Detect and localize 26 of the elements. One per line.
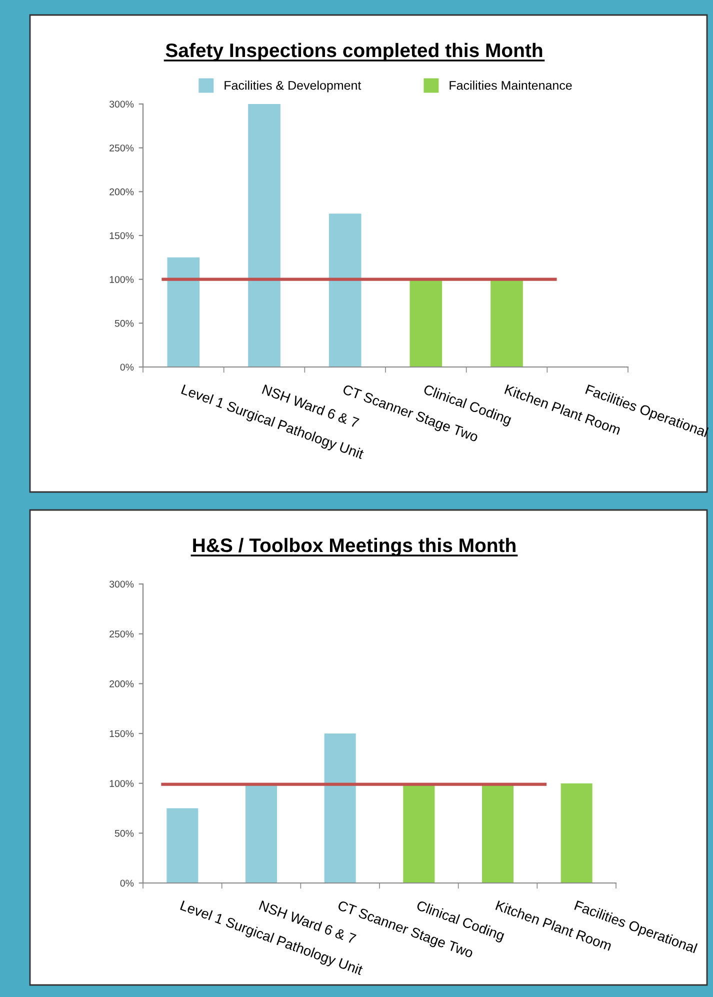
bar xyxy=(328,214,362,367)
y-tick-label: 150% xyxy=(110,232,134,240)
y-tick-label: 50% xyxy=(114,320,134,327)
y-tick-label: 50% xyxy=(114,830,134,837)
legend-label: Facilities Maintenance xyxy=(450,80,572,90)
y-tick-label: 200% xyxy=(110,680,134,688)
y-tick-label: 0% xyxy=(120,364,134,371)
y-tick-label: 300% xyxy=(109,100,134,108)
bar xyxy=(167,257,200,367)
legend-label: Facilities & Development xyxy=(224,80,362,92)
bar xyxy=(560,783,592,883)
y-tick-label: 100% xyxy=(110,780,134,787)
bar xyxy=(248,104,280,367)
chart-title: Safety Inspections completed this Month xyxy=(166,42,542,62)
y-tick-label: 300% xyxy=(109,580,134,588)
chart-title: H&S / Toolbox Meetings this Month xyxy=(193,538,516,556)
bar xyxy=(166,808,198,883)
bar xyxy=(410,279,442,367)
y-tick-label: 150% xyxy=(110,730,134,738)
bar xyxy=(324,734,356,883)
y-tick-label: 200% xyxy=(110,188,134,196)
y-tick-label: 100% xyxy=(110,276,134,283)
y-tick-label: 250% xyxy=(110,630,134,638)
y-tick-label: 250% xyxy=(110,144,134,152)
bar xyxy=(490,279,523,367)
y-tick-label: 0% xyxy=(120,880,134,887)
